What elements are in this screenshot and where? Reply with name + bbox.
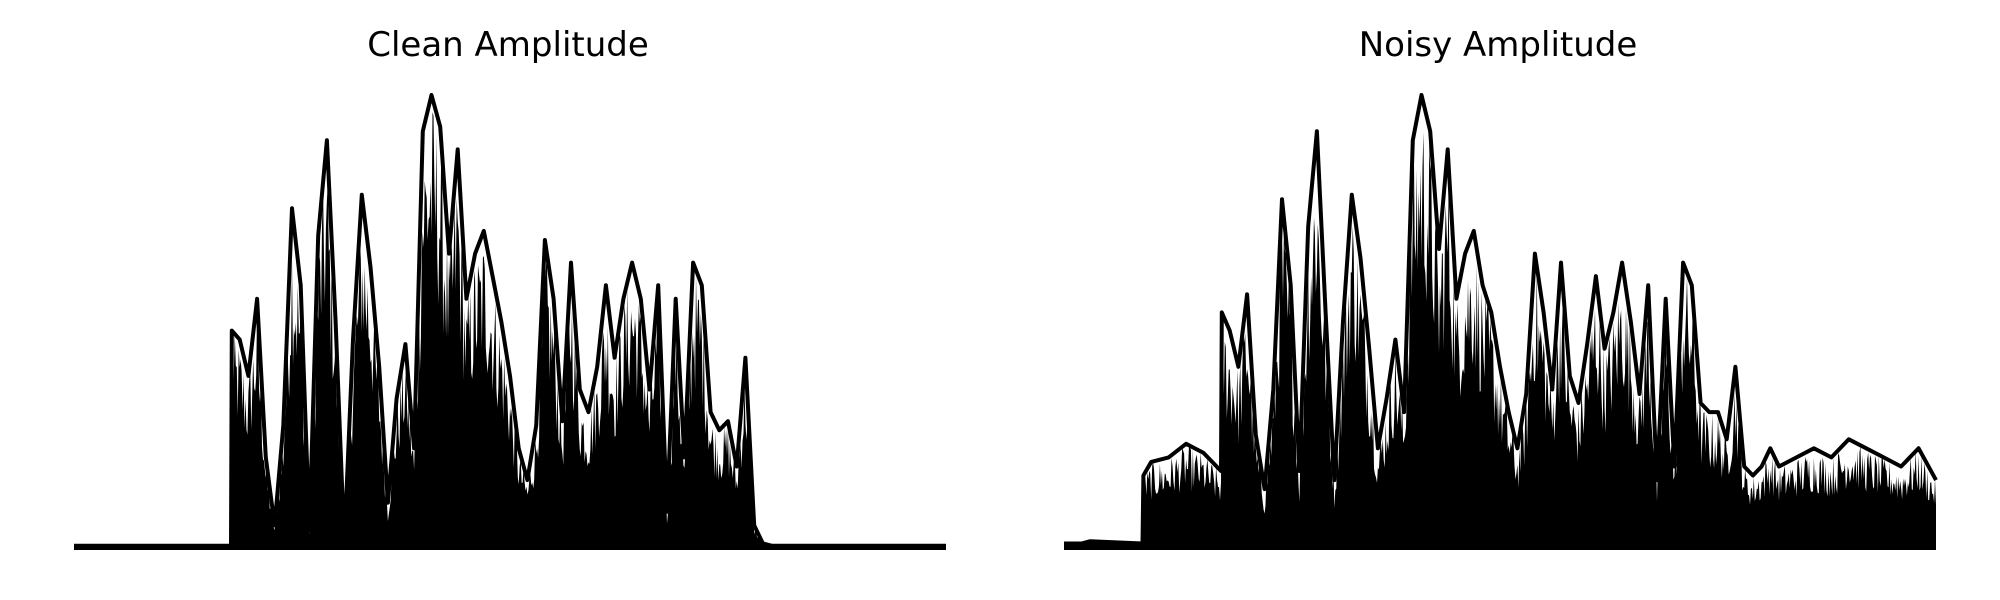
chart-title-noisy: Noisy Amplitude — [1359, 25, 1638, 65]
amplitude-envelope-1 — [1064, 93, 1938, 546]
plot-area-clean — [74, 93, 946, 550]
plot-area-noisy — [1064, 93, 1938, 550]
chart-title-clean: Clean Amplitude — [367, 25, 649, 65]
amplitude-envelope-0 — [74, 93, 946, 548]
amplitude-fill-0 — [74, 112, 946, 548]
amplitude-fill-1 — [1064, 131, 1936, 549]
panel-noisy-amplitude: Noisy Amplitude — [1064, 25, 1938, 550]
panel-clean-amplitude: Clean Amplitude — [74, 25, 946, 550]
